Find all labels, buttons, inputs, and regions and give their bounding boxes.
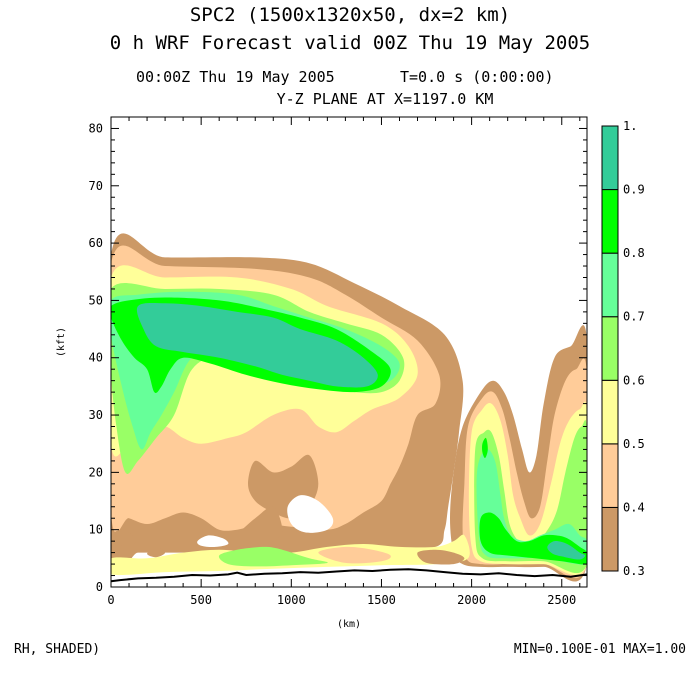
y-tick-label: 60: [89, 236, 103, 250]
colorbar-label: 0.3: [623, 564, 645, 578]
axes: 0 10 20 30 40 50 60 70 80 0 500 1000 1500 2000 2500 (km…: [56, 116, 588, 630]
low-level-0.3: [417, 549, 465, 565]
x-tick-label: 2000: [457, 593, 486, 607]
colorbar-band: [601, 189, 619, 254]
plot-frame: [110, 116, 588, 588]
x-axis-label: (km): [337, 619, 361, 630]
colorbar-label: 0.4: [623, 500, 645, 514]
terrain-line: [111, 568, 587, 583]
upper-cloud-0.9: [136, 303, 378, 388]
y-tick-label: 40: [89, 351, 103, 365]
colorbar-band: [601, 125, 619, 191]
y-tick-label: 0: [96, 580, 103, 594]
y-tick-label: 20: [89, 465, 103, 479]
x-tick-label: 1500: [367, 593, 396, 607]
y-axis-label: (kft): [56, 327, 67, 357]
field-description-label: RH, SHADED): [14, 642, 101, 657]
plot-area: [111, 233, 587, 583]
colorbar-band: [601, 379, 619, 445]
valid-time-label: 00:00Z Thu 19 May 2005: [136, 68, 335, 86]
y-tick-label: 50: [89, 293, 103, 307]
right-cell-0.9: [547, 541, 586, 560]
cross-section-plane-label: Y-Z PLANE AT X=1197.0 KM: [276, 90, 494, 108]
low-level-0.6: [218, 546, 328, 567]
left-low-0.3: [111, 529, 137, 547]
colorbar-band: [601, 316, 619, 381]
x-tick-label: 1000: [277, 593, 306, 607]
elapsed-time-label: T=0.0 s (0:00:00): [400, 68, 554, 86]
x-tick-label: 500: [190, 593, 212, 607]
colorbar-label: 0.5: [623, 437, 645, 451]
colorbar-label: 0.6: [623, 373, 645, 387]
x-tick-label: 2500: [547, 593, 576, 607]
chart-title-line1: SPC2 (1500x1320x50, dx=2 km): [189, 4, 511, 26]
colorbar-label: 0.7: [623, 310, 645, 324]
right-cell-spot: [482, 437, 488, 459]
dry-pocket-2: [197, 535, 229, 547]
low-level-0.4: [318, 546, 391, 564]
dry-pocket-1: [287, 495, 334, 533]
colorbar-band: [601, 252, 619, 318]
colorbar-label: 0.9: [623, 183, 645, 197]
colorbar-band: [601, 443, 619, 508]
colorbar-label: 1.: [623, 119, 637, 133]
colorbar-label: 0.8: [623, 246, 645, 260]
chart-title-line2: 0 h WRF Forecast valid 00Z Thu 19 May 20…: [109, 32, 591, 54]
mid-patch-0.3-b: [200, 506, 283, 547]
left-low-0.3-b: [147, 546, 166, 558]
y-tick-label: 70: [89, 179, 103, 193]
colorbar: 0.3 0.4 0.5 0.6 0.7 0.8 0.9 1.: [601, 119, 645, 578]
y-tick-label: 80: [89, 121, 103, 135]
y-tick-label: 30: [89, 408, 103, 422]
shaded-regions: [111, 233, 587, 583]
x-tick-label: 0: [107, 593, 114, 607]
min-max-label: MIN=0.100E-01 MAX=1.00: [513, 642, 686, 657]
colorbar-band: [601, 506, 619, 572]
y-tick-label: 10: [89, 523, 103, 537]
